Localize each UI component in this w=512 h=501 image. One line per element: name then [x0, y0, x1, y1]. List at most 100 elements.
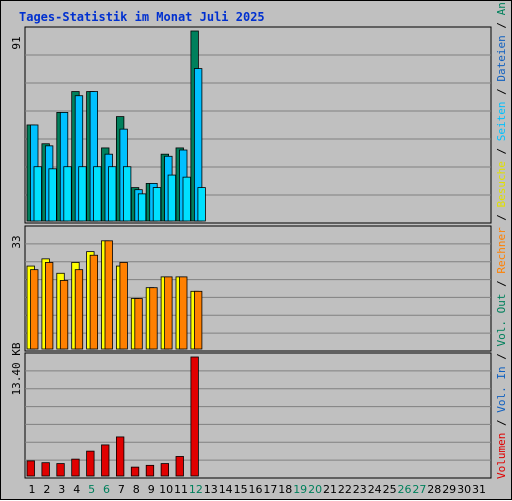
bar [167, 174, 177, 222]
bar [78, 166, 87, 222]
bar [93, 166, 102, 222]
bar [26, 460, 35, 477]
bar [59, 280, 69, 350]
legend-text: Volumen / Vol. In / Vol. Out / Rechner /… [495, 1, 508, 479]
bar [123, 166, 132, 222]
bar [86, 450, 95, 477]
x-tick-label: 8 [133, 483, 140, 496]
bar [152, 187, 162, 222]
x-tick-label: 17 [263, 483, 277, 496]
bar [30, 269, 39, 350]
panel-visits: 33 [10, 225, 492, 352]
x-tick-label: 7 [118, 483, 125, 496]
x-tick-label: 9 [148, 483, 155, 496]
legend-separator: / [495, 141, 508, 161]
chart-panels: 91 33 13.40 KB [10, 26, 492, 479]
x-tick-label: 30 [457, 483, 471, 496]
bar [149, 287, 158, 350]
x-tick-label: 21 [323, 483, 337, 496]
x-tick-label: 18 [278, 483, 292, 496]
legend: Volumen / Vol. In / Vol. Out / Rechner /… [495, 1, 508, 479]
x-tick-label: 6 [103, 483, 110, 496]
bar [182, 176, 191, 222]
axis-max-label: 91 [10, 36, 23, 49]
bar [41, 462, 50, 477]
legend-item: Besuche [495, 161, 508, 207]
panel-border [24, 225, 492, 352]
bar [63, 166, 72, 222]
x-tick-label: 2 [43, 483, 50, 496]
legend-item: Vol. Out [495, 294, 508, 347]
bar [137, 193, 147, 222]
panel-requests: 91 [10, 26, 492, 224]
x-tick-label: 24 [368, 483, 382, 496]
x-tick-label: 12 [189, 483, 203, 496]
bar [134, 298, 143, 350]
legend-separator: / [495, 15, 508, 35]
legend-item: Anfragen [495, 1, 508, 15]
legend-separator: / [495, 347, 508, 367]
bar [145, 464, 155, 477]
x-tick-label: 23 [353, 483, 367, 496]
x-tick-label: 31 [472, 483, 486, 496]
x-tick-label: 3 [58, 483, 65, 496]
x-tick-label: 15 [234, 483, 248, 496]
x-tick-label: 22 [338, 483, 352, 496]
bar [116, 436, 125, 477]
bar [193, 290, 203, 350]
x-tick-label: 19 [293, 483, 307, 496]
axis-max-label: 13.40 KB [10, 342, 23, 395]
x-tick-label: 11 [174, 483, 188, 496]
bar [48, 168, 57, 222]
x-tick-label: 1 [29, 483, 36, 496]
legend-separator: / [495, 413, 508, 433]
x-tick-label: 28 [427, 483, 441, 496]
x-tick-label: 16 [249, 483, 263, 496]
bar [179, 276, 188, 350]
bar [130, 466, 140, 477]
legend-separator: / [495, 82, 508, 102]
x-tick-label: 25 [383, 483, 397, 496]
x-tick-label: 26 [398, 483, 412, 496]
bar [175, 456, 184, 477]
bar [160, 463, 170, 477]
legend-item: Vol. In [495, 366, 508, 412]
series-volumen [26, 356, 199, 477]
bar [101, 444, 110, 477]
x-tick-label: 14 [219, 483, 233, 496]
bar [56, 463, 65, 477]
legend-item: Rechner [495, 227, 508, 274]
bar [104, 240, 113, 350]
x-tick-label: 5 [88, 483, 95, 496]
bar [33, 166, 42, 222]
bar [164, 276, 173, 350]
legend-separator: / [495, 274, 508, 294]
bar [197, 187, 206, 222]
bar [89, 254, 98, 350]
axis-max-label: 33 [10, 235, 23, 248]
bar [45, 262, 54, 350]
bar [119, 262, 128, 350]
legend-item: Volumen [495, 433, 508, 479]
bar [71, 458, 80, 477]
x-tick-label: 4 [73, 483, 80, 496]
legend-item: Seiten [495, 101, 508, 141]
x-tick-label: 27 [412, 483, 426, 496]
series-seiten [33, 166, 206, 222]
bar [190, 356, 199, 477]
chart-title: Tages-Statistik im Monat Juli 2025 [19, 10, 265, 24]
x-tick-label: 10 [159, 483, 173, 496]
series-rechner [30, 240, 203, 350]
bar [74, 269, 84, 350]
x-axis-labels: 1 2 3 4 5 6 7 8 9 10 11 12 13 14 15 16 17 18 19 20 21 22 23 24 2… [29, 483, 487, 496]
panel-border [24, 352, 492, 479]
legend-separator: / [495, 207, 508, 227]
legend-item: Dateien [495, 35, 508, 81]
bar [108, 166, 117, 222]
x-tick-label: 20 [308, 483, 322, 496]
panel-volume: 13.40 KB [10, 342, 492, 479]
x-tick-label: 13 [204, 483, 218, 496]
panel-border [24, 26, 492, 224]
